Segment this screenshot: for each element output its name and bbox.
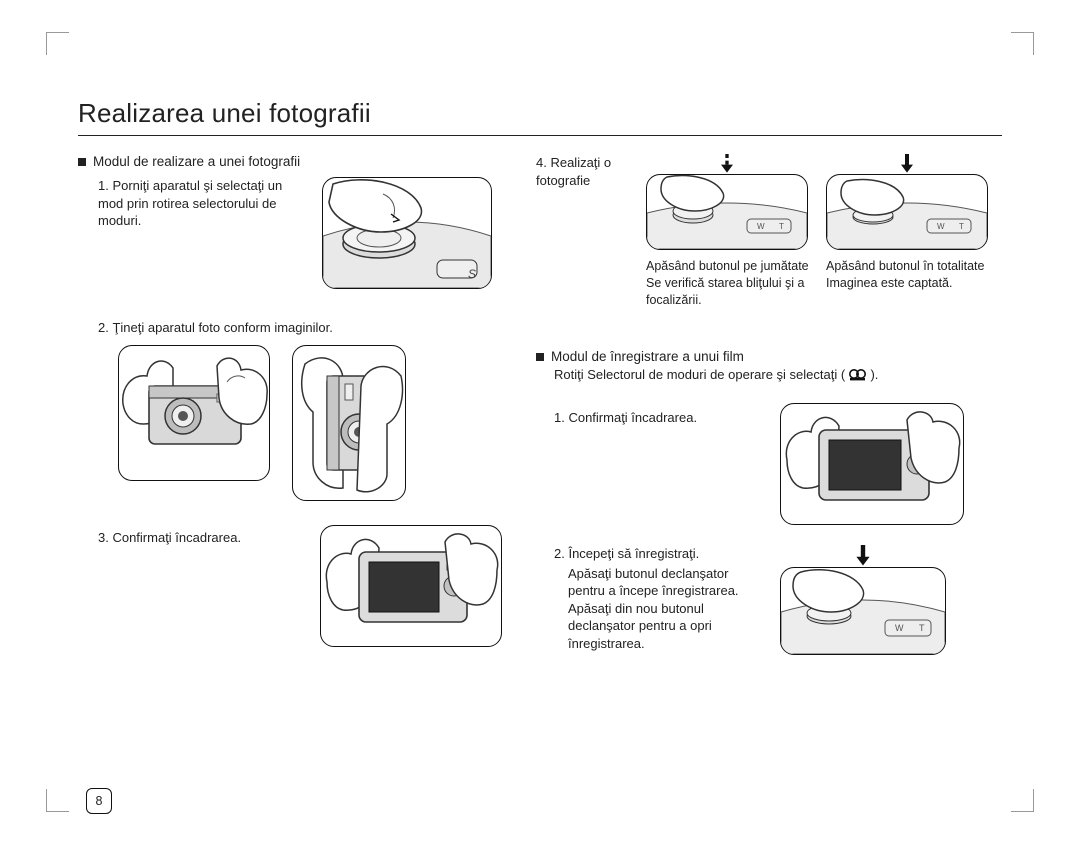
page-content: Realizarea unei fotografii Modul de real… bbox=[78, 98, 1002, 658]
cropmark-top-right bbox=[1011, 32, 1034, 55]
illus-record-press: W T bbox=[780, 567, 946, 655]
illus-hold-landscape bbox=[118, 345, 270, 481]
film-instruction-line: Rotiţi Selectorul de moduri de operare ş… bbox=[554, 366, 1002, 384]
cropmark-top-left bbox=[46, 32, 69, 55]
svg-text:T: T bbox=[919, 623, 925, 633]
step-4: 4. Realizaţi o fotografie bbox=[536, 154, 632, 189]
mode-dial-icon: S bbox=[323, 178, 491, 288]
section-label-film: Modul de înregistrare a unui film bbox=[536, 349, 1002, 364]
illus-half-press: W T bbox=[646, 174, 808, 250]
illus-full-press: W T bbox=[826, 174, 988, 250]
bullet-icon bbox=[536, 353, 544, 361]
page-title: Realizarea unei fotografii bbox=[78, 98, 1002, 136]
record-press-icon: W T bbox=[781, 568, 945, 654]
svg-text:T: T bbox=[959, 222, 964, 231]
full-press-desc: Imaginea este captată. bbox=[826, 275, 992, 292]
half-press-desc: Se verifică starea bliţului şi a focaliz… bbox=[646, 275, 812, 309]
hold-landscape-icon bbox=[119, 346, 269, 480]
film-step-2-desc: Apăsaţi butonul declanşator pentru a înc… bbox=[568, 565, 762, 653]
svg-text:W: W bbox=[757, 222, 765, 231]
step-1: 1. Porniţi aparatul şi selectaţi un mod … bbox=[98, 177, 308, 230]
page-number: 8 bbox=[86, 788, 112, 814]
arrow-half-press-icon bbox=[714, 154, 740, 174]
movie-mode-icon bbox=[849, 369, 867, 381]
cropmark-bottom-right bbox=[1011, 789, 1034, 812]
illus-mode-dial: S bbox=[322, 177, 492, 289]
cropmark-bottom-left bbox=[46, 789, 69, 812]
film-compose-icon bbox=[781, 404, 963, 524]
arrow-full-press-icon bbox=[894, 154, 920, 174]
left-column: Modul de realizare a unei fotografii 1. … bbox=[78, 154, 508, 658]
compose-back-icon bbox=[321, 526, 501, 646]
full-press-icon: W T bbox=[827, 175, 987, 249]
section-label-film-text: Modul de înregistrare a unui film bbox=[551, 349, 744, 364]
hold-portrait-icon bbox=[293, 346, 405, 500]
section-label-photo-text: Modul de realizare a unei fotografii bbox=[93, 154, 300, 169]
section-label-photo: Modul de realizare a unei fotografii bbox=[78, 154, 508, 169]
svg-text:S: S bbox=[468, 267, 476, 281]
film-step-1: 1. Confirmaţi încadrarea. bbox=[554, 409, 764, 427]
step-3: 3. Confirmaţi încadrarea. bbox=[98, 529, 298, 547]
full-press-title: Apăsând butonul în totalitate bbox=[826, 258, 992, 275]
svg-text:W: W bbox=[895, 623, 904, 633]
arrow-record-press-icon bbox=[850, 545, 876, 567]
svg-text:T: T bbox=[779, 222, 784, 231]
right-column: 4. Realizaţi o fotografie bbox=[536, 154, 1002, 658]
illus-compose-back bbox=[320, 525, 502, 647]
film-step-2-title: 2. Începeţi să înregistraţi. bbox=[554, 545, 762, 563]
half-press-icon: W T bbox=[647, 175, 807, 249]
illus-hold-portrait bbox=[292, 345, 406, 501]
film-instruction-end: ). bbox=[870, 367, 878, 382]
svg-text:W: W bbox=[937, 222, 945, 231]
page-number-text: 8 bbox=[96, 794, 103, 808]
film-instruction: Rotiţi Selectorul de moduri de operare ş… bbox=[554, 367, 845, 382]
half-press-title: Apăsând butonul pe jumătate bbox=[646, 258, 812, 275]
bullet-icon bbox=[78, 158, 86, 166]
illus-film-compose bbox=[780, 403, 964, 525]
step-2: 2. Ţineţi aparatul foto conform imaginil… bbox=[98, 319, 508, 337]
